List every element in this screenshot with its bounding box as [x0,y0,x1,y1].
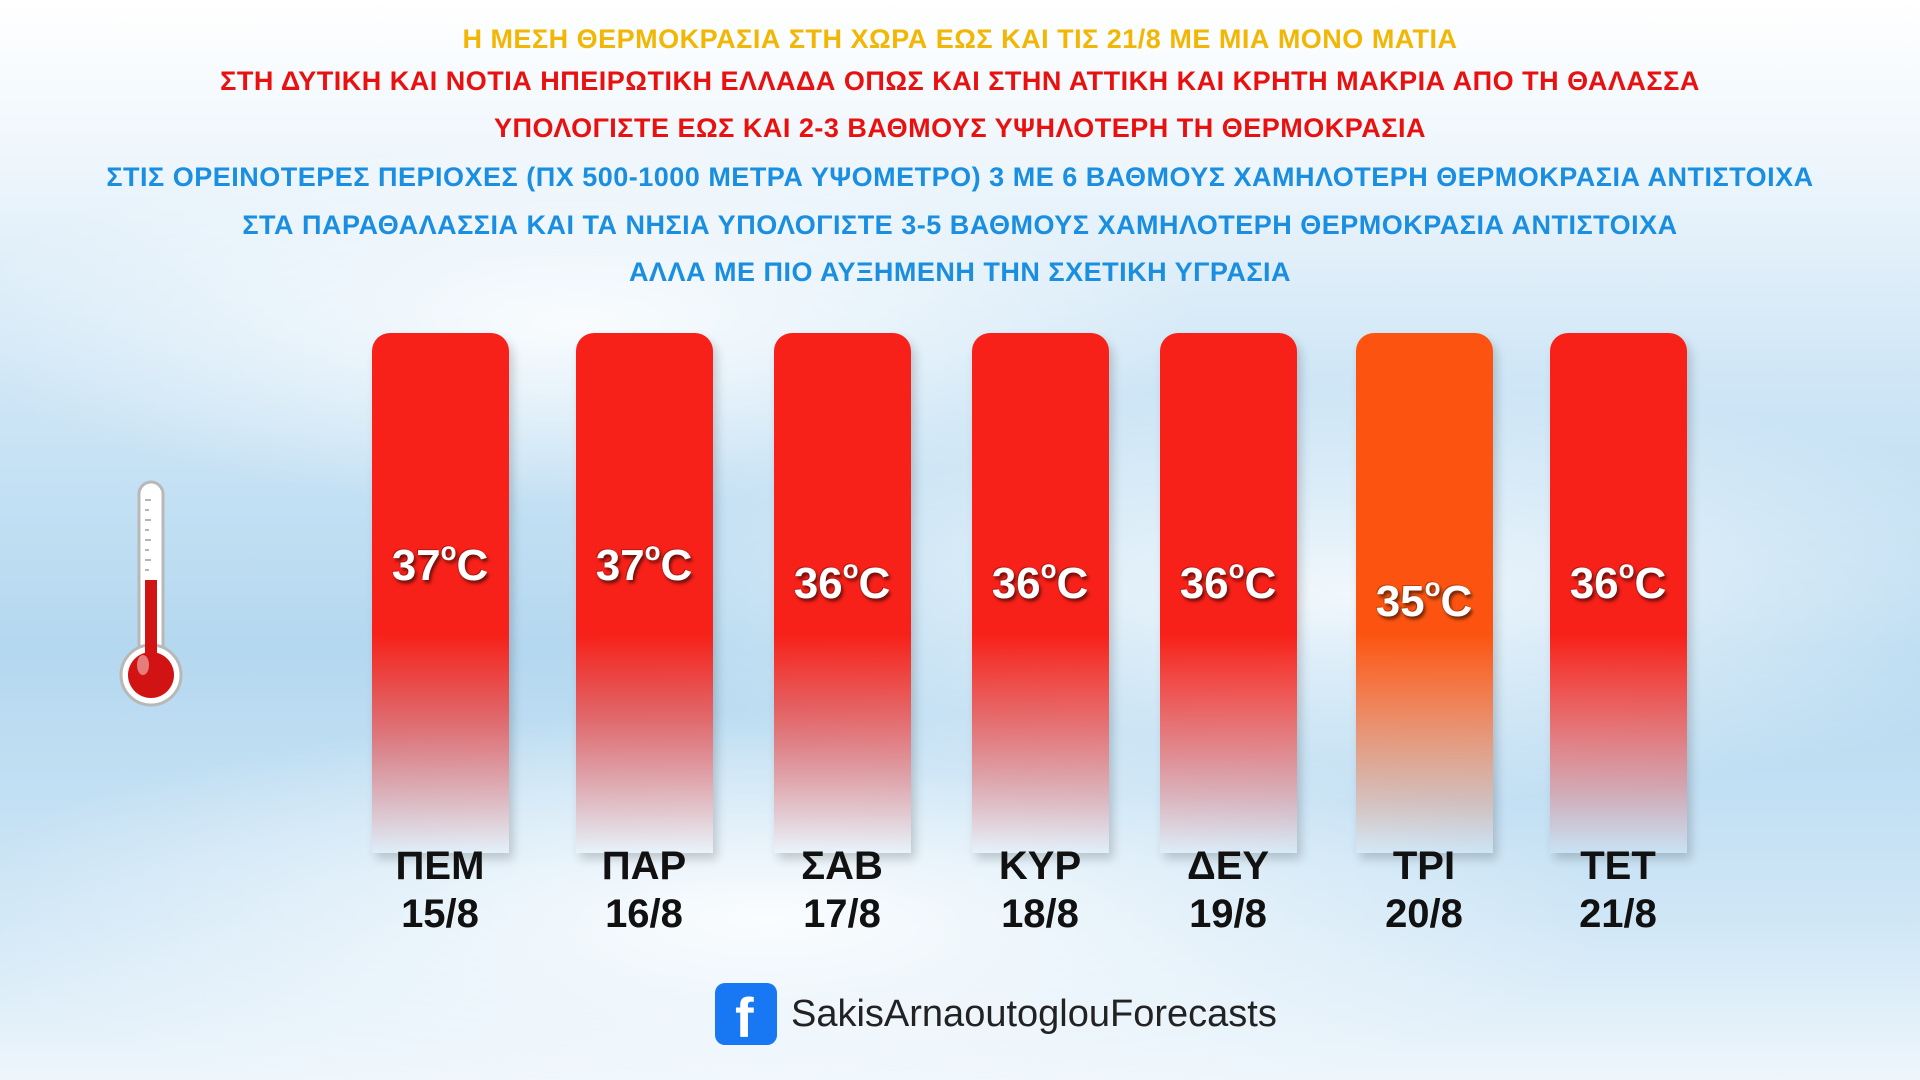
temperature-bar: 36oC [971,333,1109,853]
temperature-bar: 37oC [371,333,509,853]
day-label: ΠΕΜ 15/8 [340,842,540,938]
day-label: ΚΥΡ 18/8 [940,842,1140,938]
day-name: ΤΡΙ [1392,844,1456,888]
temperature-bar: 36oC [1549,333,1687,853]
day-date: 20/8 [1385,892,1463,936]
day-name: ΤΕΤ [1580,844,1656,888]
temperature-label: 36oC [991,554,1089,608]
day-label: ΣΑΒ 17/8 [742,842,942,938]
day-date: 19/8 [1189,892,1267,936]
facebook-icon[interactable]: f [715,983,777,1049]
headline-line-6: ΑΛΛΑ ΜΕ ΠΙΟ ΑΥΞΗΜΕΝΗ ΤΗΝ ΣΧΕΤΙΚΗ ΥΓΡΑΣΙΑ [628,257,1292,287]
day-label: ΔΕΥ 19/8 [1128,842,1328,938]
headline-line-4: ΣΤΙΣ ΟΡΕΙΝΟΤΕΡΕΣ ΠΕΡΙΟΧΕΣ (ΠΧ 500-1000 Μ… [106,162,1814,192]
day-name: ΚΥΡ [998,844,1082,888]
headline-line-5: ΣΤΑ ΠΑΡΑΘΑΛΑΣΣΙΑ ΚΑΙ ΤΑ ΝΗΣΙΑ ΥΠΟΛΟΓΙΣΤΕ… [242,210,1678,240]
facebook-footer[interactable]: f SakisArnaoutoglouForecasts [715,983,1277,1049]
day-name: ΠΑΡ [601,844,687,888]
temperature-label: 36oC [1569,554,1667,608]
day-date: 17/8 [803,892,881,936]
temperature-bar: 37oC [575,333,713,853]
day-date: 18/8 [1001,892,1079,936]
facebook-page-name[interactable]: SakisArnaoutoglouForecasts [791,992,1277,1035]
temperature-label: 36oC [1179,554,1277,608]
temperature-label: 37oC [595,536,693,590]
day-label: ΤΡΙ 20/8 [1324,842,1524,938]
headline-title: Η ΜΕΣΗ ΘΕΡΜΟΚΡΑΣΙΑ ΣΤΗ ΧΩΡΑ ΕΩΣ ΚΑΙ ΤΙΣ … [462,24,1458,54]
day-date: 16/8 [605,892,683,936]
temperature-label: 37oC [391,536,489,590]
temperature-label: 35oC [1375,572,1473,626]
temperature-bar: 36oC [773,333,911,853]
temperature-label: 36oC [793,554,891,608]
thermometer-icon [119,480,183,707]
day-date: 15/8 [401,892,479,936]
headline-line-2: ΣΤΗ ΔΥΤΙΚΗ ΚΑΙ ΝΟΤΙΑ ΗΠΕΙΡΩΤΙΚΗ ΕΛΛΑΔΑ Ο… [220,66,1700,96]
headline-line-3: ΥΠΟΛΟΓΙΣΤΕ ΕΩΣ ΚΑΙ 2-3 ΒΑΘΜΟΥΣ ΥΨΗΛΟΤΕΡΗ… [494,113,1426,143]
day-name: ΣΑΒ [801,844,883,888]
day-name: ΔΕΥ [1186,844,1270,888]
temperature-bar: 36oC [1159,333,1297,853]
day-label: ΠΑΡ 16/8 [544,842,744,938]
day-name: ΠΕΜ [395,844,485,888]
day-label: ΤΕΤ 21/8 [1518,842,1718,938]
day-date: 21/8 [1579,892,1657,936]
temperature-bar: 35oC [1355,333,1493,853]
